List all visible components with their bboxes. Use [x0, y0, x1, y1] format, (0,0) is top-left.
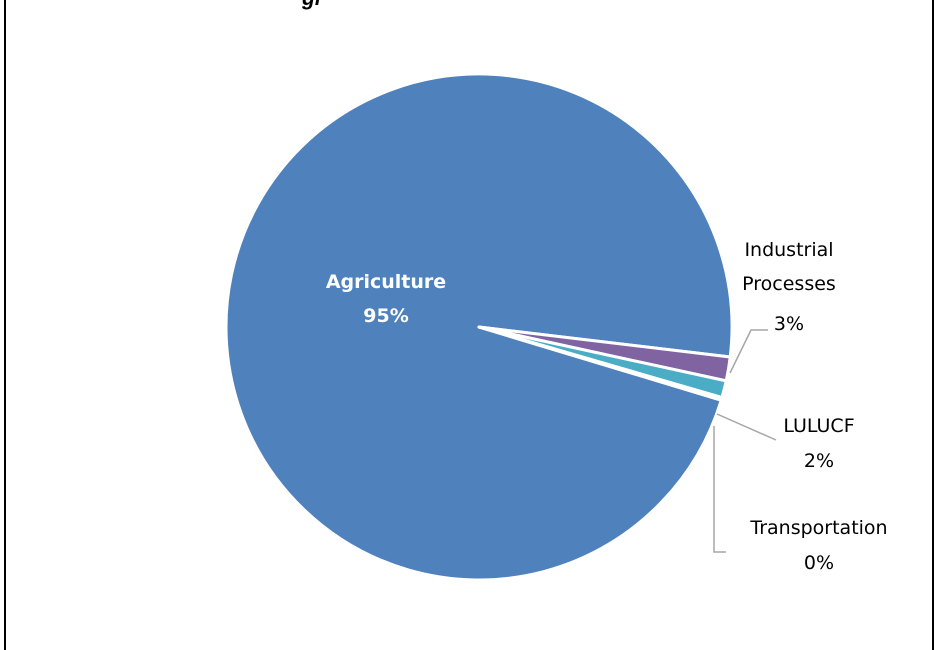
slice-name-agriculture: Agriculture [326, 271, 446, 293]
pie-slice-transportation [477, 325, 724, 402]
pie-chart: Agriculture 95% Industrial Processes 3% LULUC… [224, 0, 888, 582]
slice-value-agriculture: 95% [363, 305, 408, 327]
slice-name-industrial-processes: Processes [742, 273, 836, 295]
slice-value-industrial-processes: 3% [774, 313, 804, 335]
slice-label-lulucf: LULUCF 2% [783, 415, 854, 472]
slice-name-lulucf: LULUCF [783, 415, 854, 437]
slice-name-industrial-processes: Industrial [744, 239, 833, 261]
leader-line-lulucf [716, 413, 777, 441]
leader-lines [713, 329, 777, 553]
slice-labels: Agriculture 95% Industrial Processes 3% LULUC… [326, 239, 888, 574]
slice-label-agriculture: Agriculture 95% [326, 271, 446, 327]
chart-area: Agriculture 95% Industrial Processes 3% LULUC… [4, 0, 934, 650]
slice-label-transportation: Transportation 0% [749, 517, 887, 574]
leader-line-transportation [713, 426, 726, 553]
slice-name-transportation: Transportation [749, 517, 887, 539]
slice-value-transportation: 0% [804, 552, 834, 574]
pie-slices [224, 72, 734, 582]
slice-label-industrial-processes: Industrial Processes 3% [742, 239, 836, 335]
slice-value-lulucf: 2% [804, 450, 834, 472]
leader-line-industrial-processes [729, 329, 768, 374]
chart-title-fragment: gi [301, 0, 322, 10]
